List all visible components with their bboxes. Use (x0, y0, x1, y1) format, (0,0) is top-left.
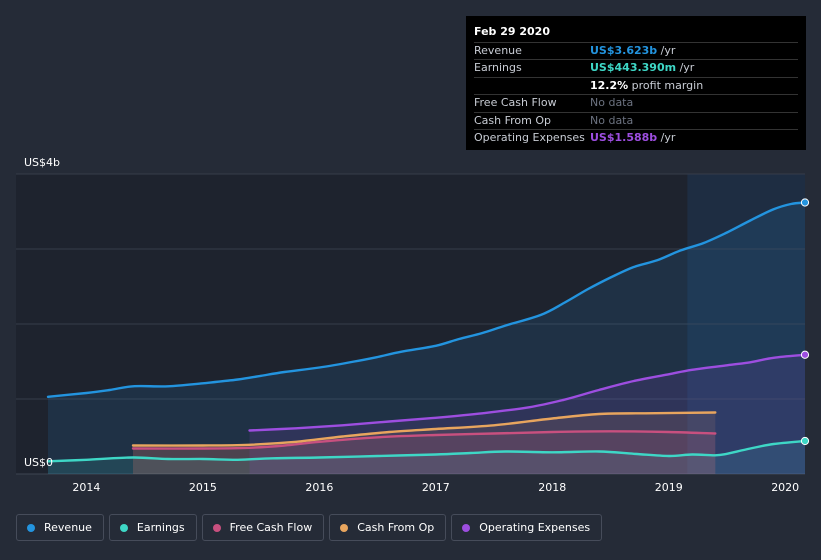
x-tick-label: 2019 (655, 481, 683, 494)
tooltip-row-unit: /yr (657, 130, 676, 144)
legend-dot-icon (340, 523, 349, 532)
legend-label: Revenue (44, 521, 92, 534)
tooltip-row-unit: /yr (657, 44, 676, 57)
tooltip-row-value: US$1.588b (590, 130, 658, 144)
revenue-area (48, 202, 805, 474)
legend: Revenue Earnings Free Cash Flow Cash From O… (16, 514, 603, 541)
cash-from-op-line (131, 411, 717, 447)
tooltip-row-label: Revenue (474, 44, 522, 57)
revenue-end-marker (800, 198, 810, 207)
tooltip-row-unit: /yr (676, 61, 695, 75)
x-tick-label: 2020 (771, 481, 799, 494)
tooltip-row: Cash From Op No data (474, 113, 798, 130)
operating-expenses-end-marker (800, 350, 810, 359)
tooltip-row-label (474, 78, 590, 94)
grid-lines (16, 173, 805, 475)
tooltip-row: Free Cash Flow No data (474, 95, 798, 113)
tooltip-row-value: No data (590, 113, 634, 127)
operating-expenses-area (249, 354, 805, 474)
tooltip-row-label: Free Cash Flow (474, 96, 557, 110)
legend-dot-icon (212, 523, 221, 532)
free-cash-flow-area (133, 431, 716, 474)
legend-label: Operating Expenses (479, 521, 591, 534)
legend-item-operating-expenses[interactable]: Operating Expenses (451, 514, 603, 541)
y-axis-bottom-label: US$0 (24, 456, 53, 469)
legend-item-cash-from-op[interactable]: Cash From Op (329, 514, 447, 541)
legend-item-revenue[interactable]: Revenue (16, 514, 104, 541)
earnings-area (48, 441, 805, 474)
legend-dot-icon (462, 523, 471, 532)
series-lines (46, 201, 807, 463)
tooltip-date: Feb 29 2020 (474, 24, 798, 43)
x-tick-label: 2014 (72, 481, 100, 494)
x-tick-label: 2018 (538, 481, 566, 494)
legend-item-earnings[interactable]: Earnings (108, 514, 197, 541)
tooltip-row-value: 12.2% (590, 78, 629, 92)
earnings-line (46, 439, 807, 463)
x-tick-label: 2016 (305, 481, 333, 494)
legend-label: Earnings (136, 521, 185, 534)
legend-item-free-cash-flow[interactable]: Free Cash Flow (201, 514, 325, 541)
chart: US$4b US$0 2014 2015 2016 2017 2018 2019 2020 (16, 156, 810, 494)
tooltip-row-value: No data (590, 96, 634, 110)
revenue-line (46, 201, 807, 398)
legend-label: Cash From Op (357, 521, 435, 534)
legend-dot-icon (27, 523, 35, 532)
operating-expenses-line (248, 353, 807, 432)
tooltip-row: 12.2% profit margin (474, 78, 798, 96)
x-tick-label: 2017 (422, 481, 450, 494)
legend-label: Free Cash Flow (229, 521, 313, 534)
tooltip-row: Operating Expenses US$1.588b /yr (474, 130, 798, 146)
x-axis-ticks: 2014 2015 2016 2017 2018 2019 2020 (72, 481, 799, 494)
free-cash-flow-line (131, 430, 717, 450)
tooltip-row-value: US$443.390m (590, 61, 677, 75)
tooltip-row-label: Earnings (474, 61, 522, 75)
tooltip-row-unit: profit margin (628, 78, 704, 92)
earnings-end-marker (800, 436, 810, 446)
tooltip: Feb 29 2020 Revenue US$3.623b /yr Earnings… (466, 16, 806, 150)
tooltip-row-label: Operating Expenses (474, 130, 585, 144)
legend-dot-icon (119, 523, 128, 532)
tooltip-row-value: US$3.623b (590, 44, 658, 57)
tooltip-rows: Revenue US$3.623b /yr Earnings US$443.390m … (474, 43, 798, 146)
tooltip-row: Revenue US$3.623b /yr (474, 43, 798, 61)
series-end-markers (800, 198, 810, 446)
x-tick-label: 2015 (189, 481, 217, 494)
tooltip-row-label: Cash From Op (474, 113, 552, 127)
y-axis-top-label: US$4b (24, 156, 60, 169)
tooltip-row: Earnings US$443.390m /yr (474, 60, 798, 78)
